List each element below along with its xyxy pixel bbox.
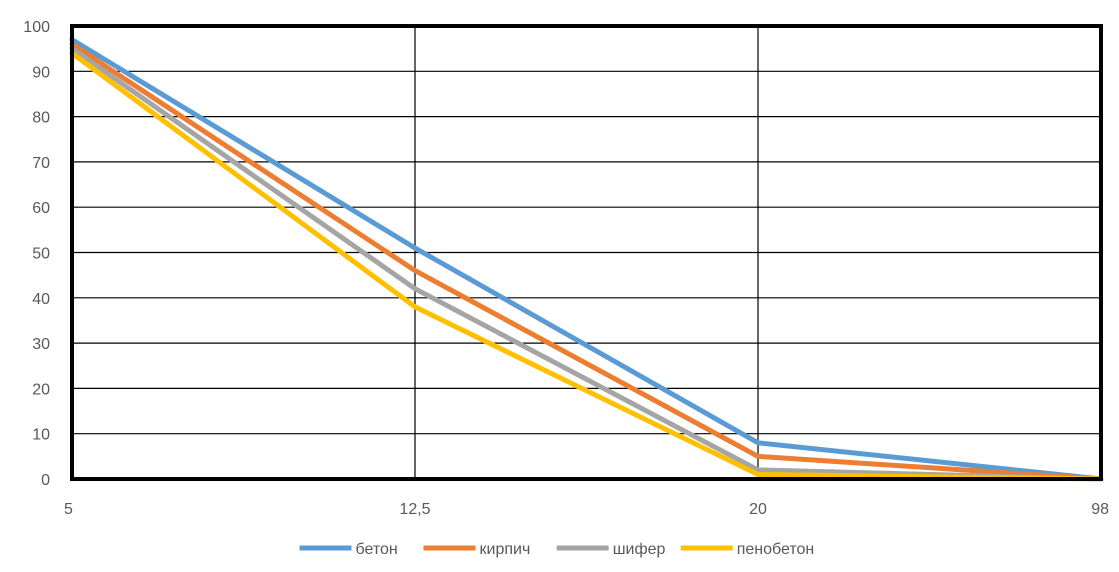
series-line-3 [69,50,1104,482]
legend-label: шифер [613,541,666,558]
legend-item-1: кирпич [423,541,531,558]
legend-item-3: пенобетон [680,541,815,558]
legend-label: пенобетон [737,541,815,558]
legend: бетон кирпич шифер пенобетон [299,541,815,558]
legend-label: бетон [356,541,398,558]
y-tick-label: 20 [32,381,50,398]
plot-frame [70,24,1103,481]
x-tick-label: 5 [64,501,73,518]
y-tick-label: 80 [32,110,50,127]
x-tick-label: 98 [1091,501,1109,518]
x-tick-label: 20 [749,501,767,518]
series-line-0 [69,37,1104,482]
series-lines [69,37,1104,482]
y-tick-label: 30 [32,336,50,353]
y-tick-label: 70 [32,155,50,172]
plot-border [70,24,1103,481]
series-line-2 [69,46,1104,482]
x-tick-label: 12,5 [399,501,430,518]
y-tick-label: 50 [32,246,50,263]
y-axis-tick-labels: 0 10 20 30 40 50 60 70 80 90 100 [23,19,50,489]
series-line-1 [69,41,1104,482]
y-tick-label: 40 [32,291,50,308]
legend-item-2: шифер [556,541,666,558]
legend-item-0: бетон [299,541,398,558]
y-tick-label: 100 [23,19,50,36]
y-tick-label: 10 [32,427,50,444]
grid-lines [72,26,1101,479]
y-tick-label: 90 [32,64,50,81]
x-axis-tick-labels: 5 12,5 20 98 [64,501,1109,518]
legend-label: кирпич [480,541,531,558]
y-tick-label: 0 [41,472,50,489]
y-tick-label: 60 [32,200,50,217]
